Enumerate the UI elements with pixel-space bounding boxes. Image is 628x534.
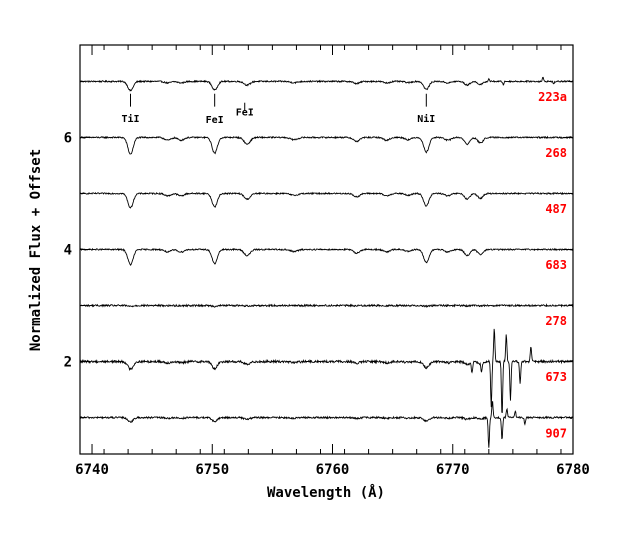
spectrum-line-673 <box>80 328 573 413</box>
y-tick-label: 4 <box>64 243 72 259</box>
series-label: 907 <box>545 426 567 440</box>
x-tick-label: 6780 <box>556 462 590 478</box>
line-id-label: TiI <box>121 113 139 125</box>
series-label: 268 <box>545 146 567 160</box>
series-label: 278 <box>545 314 567 328</box>
line-id-label: NiI <box>417 113 435 125</box>
x-tick-label: 6760 <box>316 462 350 478</box>
line-annotations: TiI FeI FeI NiI <box>121 93 435 126</box>
spectrum-line-683 <box>80 247 573 266</box>
x-tick-label: 6750 <box>195 462 229 478</box>
line-id-label: FeI <box>236 108 254 119</box>
spectrum-line-487 <box>80 191 573 209</box>
x-tick-label: 6770 <box>436 462 470 478</box>
line-id-label: FeI <box>206 115 224 126</box>
spectrum-line-278 <box>80 303 573 309</box>
series-label: 683 <box>545 258 567 272</box>
series-labels: 223a 268 487 683 278 673 907 <box>538 90 567 440</box>
y-axis-label: Normalized Flux + Offset <box>28 149 44 351</box>
series-label: 487 <box>545 202 567 216</box>
spectrum-line-223a <box>80 76 573 92</box>
y-tick-label: 2 <box>64 355 72 371</box>
x-tick-label: 6740 <box>75 462 109 478</box>
series-label: 223a <box>538 90 567 104</box>
series-label: 673 <box>545 370 567 384</box>
spectrum-line-268 <box>80 135 573 155</box>
x-axis-label: Wavelength (Å) <box>267 484 385 501</box>
spectrum-line-907 <box>80 401 573 448</box>
y-tick-label: 6 <box>64 130 72 146</box>
axis-ticks: 6740 6750 6760 6770 6780 2 4 6 <box>64 45 590 478</box>
